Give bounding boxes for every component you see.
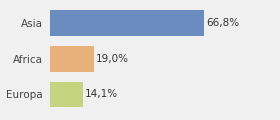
Text: 14,1%: 14,1% bbox=[85, 89, 118, 99]
Bar bbox=[50, 82, 83, 107]
Bar bbox=[50, 10, 204, 36]
Text: 66,8%: 66,8% bbox=[206, 18, 239, 28]
Text: 19,0%: 19,0% bbox=[96, 54, 129, 64]
Bar bbox=[50, 46, 94, 72]
